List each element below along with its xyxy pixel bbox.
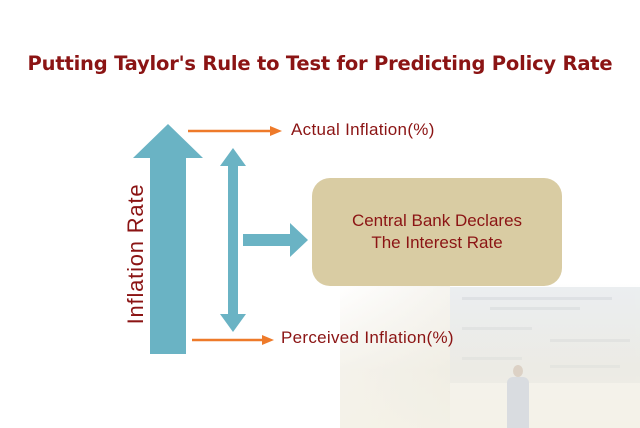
box-line-1: Central Bank Declares [351, 211, 523, 230]
page-title: Putting Taylor's Rule to Test for Predic… [27, 52, 613, 75]
actual-inflation-label: Actual Inflation(%) [291, 120, 435, 139]
photo-fade [340, 283, 640, 428]
box-line-2: The Interest Rate [371, 233, 503, 252]
inflation-up-arrow [133, 124, 203, 354]
presenter-figure [505, 365, 531, 428]
background-photo [340, 283, 640, 428]
inflation-rate-label: Inflation Rate [123, 183, 148, 325]
to-box-arrow [243, 223, 308, 257]
central-bank-box: Central Bank Declares The Interest Rate [312, 178, 562, 286]
room-floor [340, 283, 640, 428]
range-double-arrow [220, 148, 246, 332]
actual-pointer-arrow [188, 126, 282, 136]
perceived-pointer-arrow [192, 335, 274, 345]
perceived-inflation-label: Perceived Inflation(%) [281, 328, 454, 347]
